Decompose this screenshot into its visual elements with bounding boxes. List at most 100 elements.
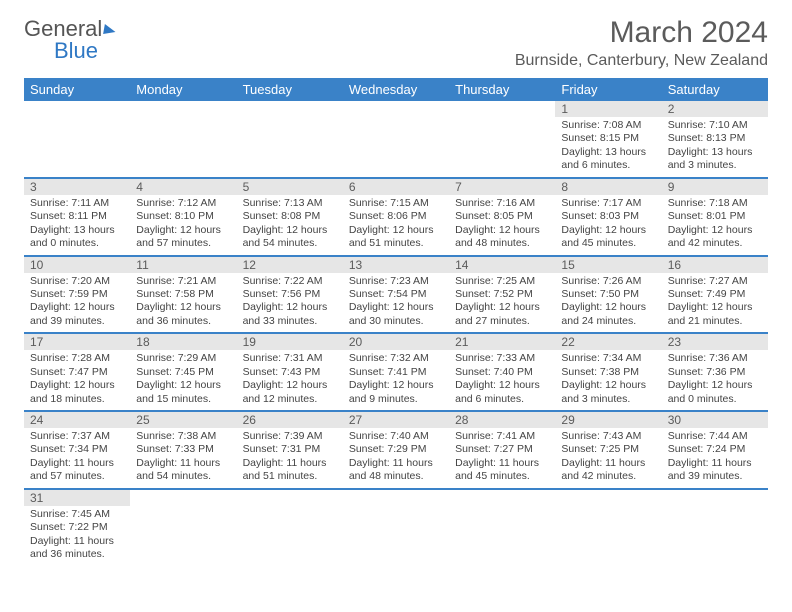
calendar-day-cell: 30Sunrise: 7:44 AMSunset: 7:24 PMDayligh… (662, 411, 768, 489)
day-number: 16 (662, 257, 768, 273)
sunrise-text: Sunrise: 7:21 AM (136, 275, 230, 288)
daylight-text: Daylight: 12 hours and 27 minutes. (455, 301, 549, 328)
calendar-day-cell (555, 489, 661, 566)
sunset-text: Sunset: 7:54 PM (349, 288, 443, 301)
calendar-day-cell: 3Sunrise: 7:11 AMSunset: 8:11 PMDaylight… (24, 178, 130, 256)
calendar-week-row: 17Sunrise: 7:28 AMSunset: 7:47 PMDayligh… (24, 333, 768, 411)
weekday-header: Friday (555, 78, 661, 101)
day-details: Sunrise: 7:44 AMSunset: 7:24 PMDaylight:… (662, 428, 768, 488)
day-details: Sunrise: 7:43 AMSunset: 7:25 PMDaylight:… (555, 428, 661, 488)
sunrise-text: Sunrise: 7:36 AM (668, 352, 762, 365)
sunset-text: Sunset: 7:36 PM (668, 366, 762, 379)
calendar-week-row: 3Sunrise: 7:11 AMSunset: 8:11 PMDaylight… (24, 178, 768, 256)
daylight-text: Daylight: 12 hours and 51 minutes. (349, 224, 443, 251)
sunrise-text: Sunrise: 7:17 AM (561, 197, 655, 210)
sunset-text: Sunset: 8:06 PM (349, 210, 443, 223)
day-number: 5 (237, 179, 343, 195)
calendar-day-cell: 8Sunrise: 7:17 AMSunset: 8:03 PMDaylight… (555, 178, 661, 256)
day-details: Sunrise: 7:40 AMSunset: 7:29 PMDaylight:… (343, 428, 449, 488)
day-details: Sunrise: 7:27 AMSunset: 7:49 PMDaylight:… (662, 273, 768, 333)
daylight-text: Daylight: 13 hours and 6 minutes. (561, 146, 655, 173)
sunset-text: Sunset: 7:31 PM (243, 443, 337, 456)
daylight-text: Daylight: 12 hours and 12 minutes. (243, 379, 337, 406)
calendar-day-cell (130, 489, 236, 566)
day-number: 10 (24, 257, 130, 273)
day-details: Sunrise: 7:22 AMSunset: 7:56 PMDaylight:… (237, 273, 343, 333)
sunrise-text: Sunrise: 7:38 AM (136, 430, 230, 443)
daylight-text: Daylight: 12 hours and 48 minutes. (455, 224, 549, 251)
sunset-text: Sunset: 7:27 PM (455, 443, 549, 456)
sunset-text: Sunset: 7:40 PM (455, 366, 549, 379)
sunrise-text: Sunrise: 7:44 AM (668, 430, 762, 443)
day-number: 28 (449, 412, 555, 428)
sunrise-text: Sunrise: 7:22 AM (243, 275, 337, 288)
calendar-day-cell: 28Sunrise: 7:41 AMSunset: 7:27 PMDayligh… (449, 411, 555, 489)
daylight-text: Daylight: 13 hours and 0 minutes. (30, 224, 124, 251)
daylight-text: Daylight: 12 hours and 36 minutes. (136, 301, 230, 328)
daylight-text: Daylight: 12 hours and 24 minutes. (561, 301, 655, 328)
day-number: 9 (662, 179, 768, 195)
calendar-day-cell: 19Sunrise: 7:31 AMSunset: 7:43 PMDayligh… (237, 333, 343, 411)
day-number: 7 (449, 179, 555, 195)
calendar-day-cell: 6 Sunrise: 7:15 AMSunset: 8:06 PMDaylight… (343, 178, 449, 256)
daylight-text: Daylight: 12 hours and 9 minutes. (349, 379, 443, 406)
weekday-header: Wednesday (343, 78, 449, 101)
sunrise-text: Sunrise: 7:33 AM (455, 352, 549, 365)
sunset-text: Sunset: 7:38 PM (561, 366, 655, 379)
calendar-day-cell (24, 101, 130, 178)
calendar-day-cell (237, 101, 343, 178)
day-details: Sunrise: 7:28 AMSunset: 7:47 PMDaylight:… (24, 350, 130, 410)
sunset-text: Sunset: 7:56 PM (243, 288, 337, 301)
day-number: 30 (662, 412, 768, 428)
calendar-table: Sunday Monday Tuesday Wednesday Thursday… (24, 78, 768, 566)
sunset-text: Sunset: 7:24 PM (668, 443, 762, 456)
calendar-day-cell: 7Sunrise: 7:16 AMSunset: 8:05 PMDaylight… (449, 178, 555, 256)
daylight-text: Daylight: 12 hours and 21 minutes. (668, 301, 762, 328)
day-details: Sunrise: 7:34 AMSunset: 7:38 PMDaylight:… (555, 350, 661, 410)
daylight-text: Daylight: 12 hours and 39 minutes. (30, 301, 124, 328)
day-details: Sunrise: 7:16 AMSunset: 8:05 PMDaylight:… (449, 195, 555, 255)
sunset-text: Sunset: 7:22 PM (30, 521, 124, 534)
day-number: 29 (555, 412, 661, 428)
sunset-text: Sunset: 7:33 PM (136, 443, 230, 456)
day-details: Sunrise: 7:17 AMSunset: 8:03 PMDaylight:… (555, 195, 661, 255)
day-number: 25 (130, 412, 236, 428)
sunrise-text: Sunrise: 7:26 AM (561, 275, 655, 288)
daylight-text: Daylight: 12 hours and 54 minutes. (243, 224, 337, 251)
sunset-text: Sunset: 8:05 PM (455, 210, 549, 223)
day-number: 21 (449, 334, 555, 350)
calendar-day-cell: 16Sunrise: 7:27 AMSunset: 7:49 PMDayligh… (662, 256, 768, 334)
sunset-text: Sunset: 8:01 PM (668, 210, 762, 223)
sunrise-text: Sunrise: 7:18 AM (668, 197, 762, 210)
day-number: 17 (24, 334, 130, 350)
calendar-day-cell: 9Sunrise: 7:18 AMSunset: 8:01 PMDaylight… (662, 178, 768, 256)
calendar-day-cell (662, 489, 768, 566)
day-details: Sunrise: 7:36 AMSunset: 7:36 PMDaylight:… (662, 350, 768, 410)
sunrise-text: Sunrise: 7:10 AM (668, 119, 762, 132)
day-number: 6 (343, 179, 449, 195)
location-subtitle: Burnside, Canterbury, New Zealand (515, 52, 768, 70)
day-number: 15 (555, 257, 661, 273)
calendar-day-cell: 23Sunrise: 7:36 AMSunset: 7:36 PMDayligh… (662, 333, 768, 411)
day-details: Sunrise: 7:39 AMSunset: 7:31 PMDaylight:… (237, 428, 343, 488)
weekday-header: Saturday (662, 78, 768, 101)
calendar-day-cell: 10Sunrise: 7:20 AMSunset: 7:59 PMDayligh… (24, 256, 130, 334)
sunrise-text: Sunrise: 7:20 AM (30, 275, 124, 288)
daylight-text: Daylight: 12 hours and 3 minutes. (561, 379, 655, 406)
calendar-week-row: 31Sunrise: 7:45 AMSunset: 7:22 PMDayligh… (24, 489, 768, 566)
sunset-text: Sunset: 8:13 PM (668, 132, 762, 145)
day-details: Sunrise: 7:33 AMSunset: 7:40 PMDaylight:… (449, 350, 555, 410)
sunrise-text: Sunrise: 7:13 AM (243, 197, 337, 210)
day-number: 13 (343, 257, 449, 273)
daylight-text: Daylight: 11 hours and 48 minutes. (349, 457, 443, 484)
sunset-text: Sunset: 7:29 PM (349, 443, 443, 456)
day-number: 3 (24, 179, 130, 195)
sunrise-text: Sunrise: 7:29 AM (136, 352, 230, 365)
weekday-header: Tuesday (237, 78, 343, 101)
sunrise-text: Sunrise: 7:15 AM (349, 197, 443, 210)
sunset-text: Sunset: 7:49 PM (668, 288, 762, 301)
day-details: Sunrise: 7:23 AMSunset: 7:54 PMDaylight:… (343, 273, 449, 333)
sunset-text: Sunset: 7:58 PM (136, 288, 230, 301)
calendar-week-row: 24Sunrise: 7:37 AMSunset: 7:34 PMDayligh… (24, 411, 768, 489)
sunrise-text: Sunrise: 7:32 AM (349, 352, 443, 365)
